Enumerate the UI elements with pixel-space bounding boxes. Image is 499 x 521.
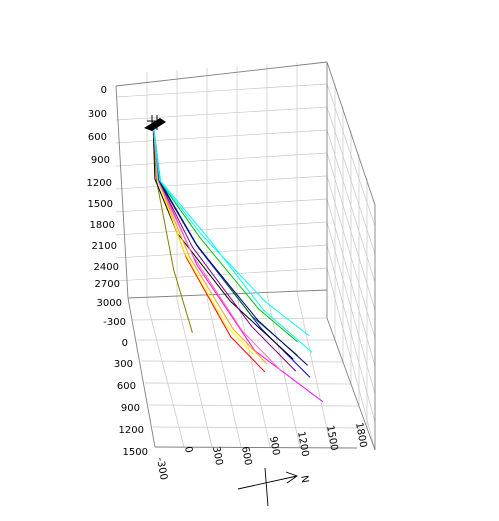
trajectory-line-5 [152, 121, 311, 378]
back-wall-grid [115, 62, 328, 302]
axis2-tick-1800: 1800 [353, 422, 368, 449]
horizontal-axis-2-labels: -300 0 300 600 900 1200 1500 1800 [154, 422, 368, 481]
axis1-tick-300: 300 [114, 359, 133, 370]
depth-tick-2100: 2100 [92, 241, 117, 252]
axis2-tick-900: 900 [267, 436, 281, 457]
compass-north-label: N [298, 475, 310, 484]
axis2-tick-0: 0 [182, 446, 194, 454]
depth-tick-3000: 3000 [97, 298, 122, 309]
depth-axis-labels: 0 300 600 900 1200 1500 1800 2100 2400 2… [87, 85, 122, 309]
axis1-tick-900: 900 [121, 403, 140, 414]
axis1-tick-600: 600 [117, 381, 136, 392]
floor-grid [131, 291, 368, 449]
axis1-tick-0: 0 [122, 338, 128, 349]
axis1-tick-1500: 1500 [123, 447, 148, 458]
axis1-tick-1200: 1200 [119, 425, 144, 436]
depth-tick-600: 600 [88, 132, 107, 143]
trajectory-line-14 [152, 121, 310, 337]
trajectory-line-3 [152, 121, 193, 333]
well-trajectories [152, 121, 323, 402]
depth-tick-1500: 1500 [88, 199, 113, 210]
axis-box-frame [115, 61, 376, 451]
axis1-tick-neg300: -300 [103, 317, 126, 328]
axis2-tick-1200: 1200 [295, 431, 310, 458]
compass: N [237, 467, 310, 507]
depth-tick-0: 0 [101, 85, 107, 96]
wellhead-marker [144, 115, 166, 131]
depth-tick-1800: 1800 [90, 220, 115, 231]
trajectory-line-13 [152, 121, 282, 372]
axis2-tick-1500: 1500 [324, 425, 339, 452]
depth-tick-300: 300 [88, 109, 107, 120]
horizontal-axis-1-labels: -300 0 300 600 900 1200 1500 [103, 317, 148, 458]
depth-tick-1200: 1200 [87, 178, 112, 189]
trajectory-line-4 [152, 121, 313, 353]
trajectory-line-10 [152, 121, 298, 343]
depth-tick-900: 900 [91, 155, 110, 166]
axis2-tick-600: 600 [239, 446, 253, 467]
axis2-tick-300: 300 [210, 446, 224, 467]
depth-tick-2700: 2700 [95, 279, 120, 290]
depth-tick-2400: 2400 [94, 262, 119, 273]
axis2-tick-neg300: -300 [154, 457, 169, 481]
side-wall-grid [326, 83, 376, 451]
